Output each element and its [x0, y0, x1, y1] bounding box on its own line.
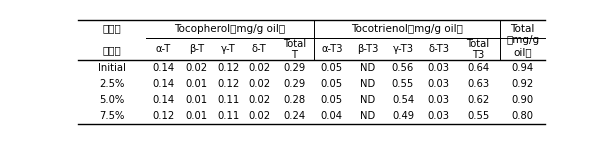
Text: 0.03: 0.03	[427, 79, 450, 89]
Text: 0.55: 0.55	[392, 79, 414, 89]
Text: Total
T: Total T	[283, 39, 306, 60]
Text: Total
T3: Total T3	[467, 39, 490, 60]
Text: 0.56: 0.56	[392, 63, 414, 73]
Text: 0.04: 0.04	[320, 111, 343, 121]
Text: β-T: β-T	[189, 44, 205, 54]
Text: 흥착제: 흥착제	[103, 23, 121, 33]
Text: 0.12: 0.12	[152, 111, 174, 121]
Text: Tocotrienol（mg/g oil）: Tocotrienol（mg/g oil）	[351, 24, 463, 34]
Text: 0.63: 0.63	[467, 79, 489, 89]
Text: 5.0%: 5.0%	[100, 95, 124, 105]
Text: 0.02: 0.02	[248, 63, 270, 73]
Text: 0.11: 0.11	[217, 111, 239, 121]
Text: 0.12: 0.12	[217, 63, 239, 73]
Text: ND: ND	[360, 111, 375, 121]
Text: 0.11: 0.11	[217, 95, 239, 105]
Text: 0.24: 0.24	[283, 111, 305, 121]
Text: γ-T: γ-T	[220, 44, 236, 54]
Text: 0.55: 0.55	[467, 111, 489, 121]
Text: 0.14: 0.14	[152, 95, 174, 105]
Text: 0.03: 0.03	[427, 95, 450, 105]
Text: δ-T: δ-T	[252, 44, 266, 54]
Text: 0.80: 0.80	[512, 111, 534, 121]
Text: β-T3: β-T3	[357, 44, 378, 54]
Text: 7.5%: 7.5%	[99, 111, 124, 121]
Text: 0.94: 0.94	[512, 63, 534, 73]
Text: 0.03: 0.03	[427, 111, 450, 121]
Text: ND: ND	[360, 95, 375, 105]
Text: 0.14: 0.14	[152, 63, 174, 73]
Text: Total
（mg/g
oil）: Total （mg/g oil）	[506, 24, 539, 57]
Text: 0.02: 0.02	[248, 79, 270, 89]
Text: 0.29: 0.29	[283, 79, 305, 89]
Text: 0.49: 0.49	[392, 111, 414, 121]
Text: 0.01: 0.01	[186, 79, 208, 89]
Text: ND: ND	[360, 79, 375, 89]
Text: 0.62: 0.62	[467, 95, 489, 105]
Text: 0.05: 0.05	[320, 79, 343, 89]
Text: 0.54: 0.54	[392, 95, 414, 105]
Text: 0.02: 0.02	[186, 63, 208, 73]
Text: 0.92: 0.92	[512, 79, 534, 89]
Text: 0.14: 0.14	[152, 79, 174, 89]
Text: ND: ND	[360, 63, 375, 73]
Text: 0.12: 0.12	[217, 79, 239, 89]
Text: 0.05: 0.05	[320, 63, 343, 73]
Text: Tocopherol（mg/g oil）: Tocopherol（mg/g oil）	[174, 24, 285, 34]
Text: 0.28: 0.28	[283, 95, 305, 105]
Text: δ-T3: δ-T3	[428, 44, 449, 54]
Text: γ-T3: γ-T3	[393, 44, 413, 54]
Text: 0.01: 0.01	[186, 111, 208, 121]
Text: 0.02: 0.02	[248, 95, 270, 105]
Text: 0.03: 0.03	[427, 63, 450, 73]
Text: 사용량: 사용량	[103, 45, 121, 55]
Text: 2.5%: 2.5%	[99, 79, 124, 89]
Text: 0.90: 0.90	[512, 95, 534, 105]
Text: 0.29: 0.29	[283, 63, 305, 73]
Text: 0.05: 0.05	[320, 95, 343, 105]
Text: 0.01: 0.01	[186, 95, 208, 105]
Text: 0.02: 0.02	[248, 111, 270, 121]
Text: α-T3: α-T3	[321, 44, 342, 54]
Text: α-T: α-T	[155, 44, 171, 54]
Text: 0.64: 0.64	[467, 63, 489, 73]
Text: Initial: Initial	[98, 63, 126, 73]
